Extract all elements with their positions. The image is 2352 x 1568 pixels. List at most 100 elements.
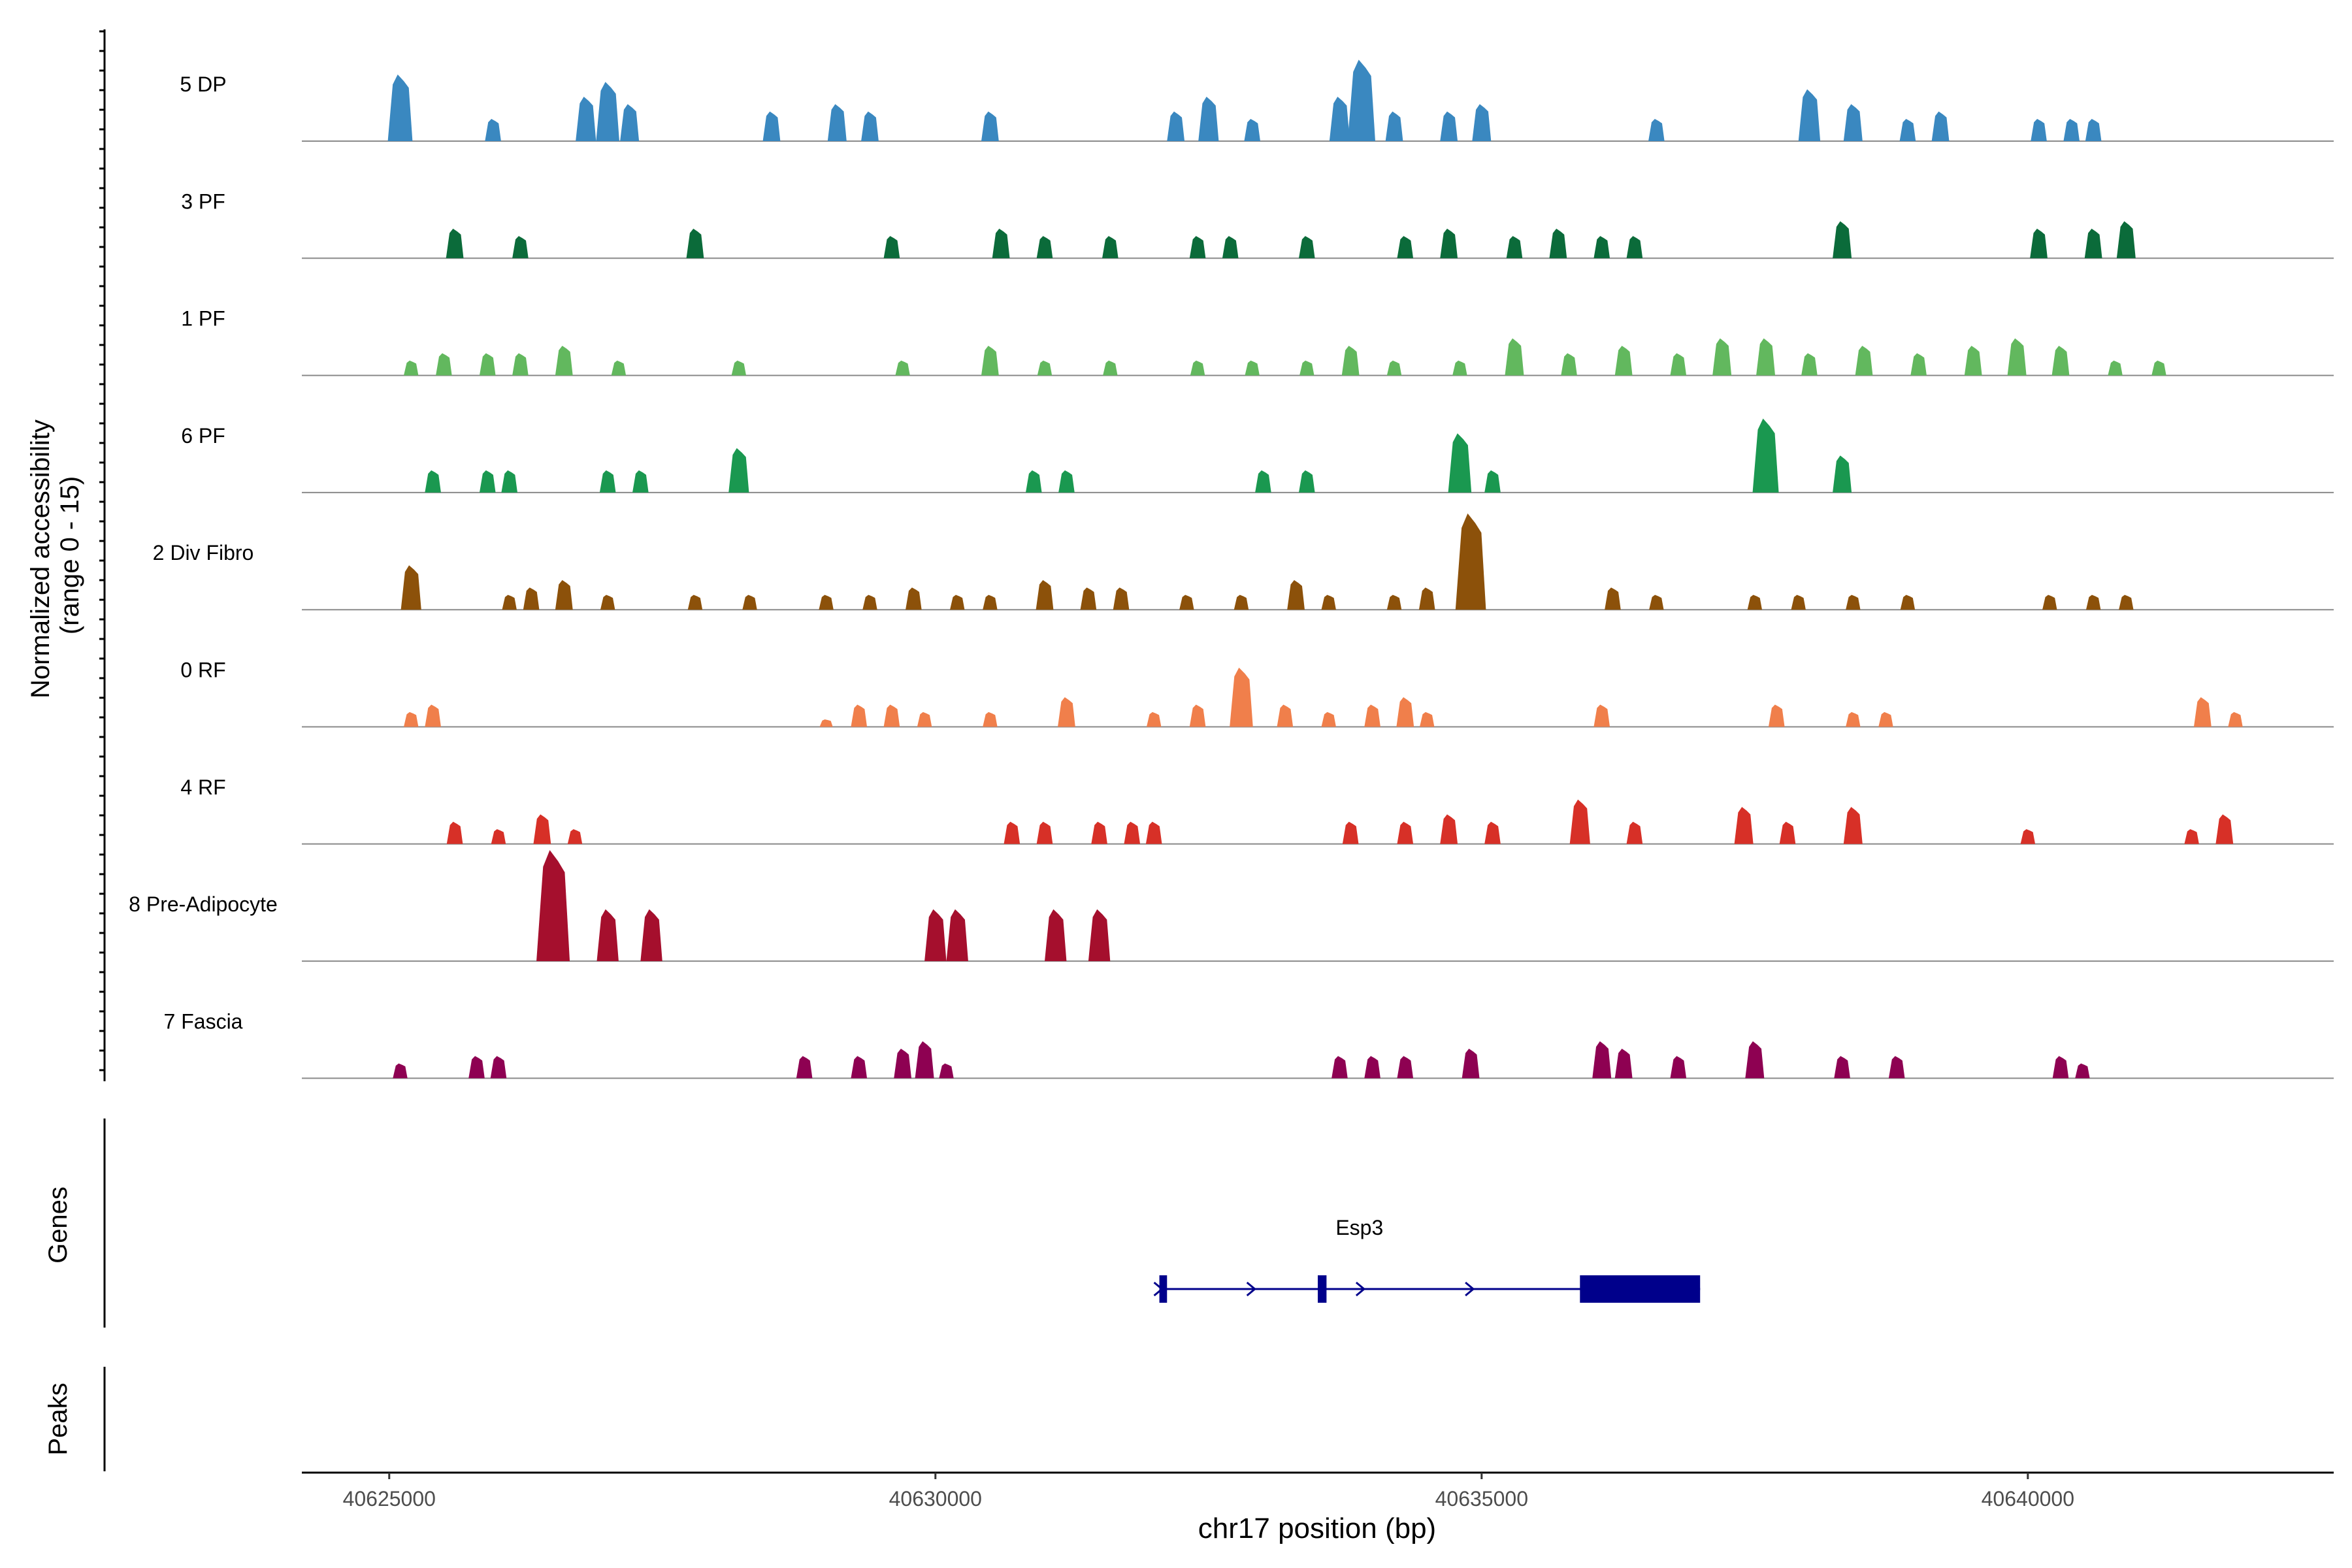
accessibility-peak: [742, 595, 757, 610]
accessibility-peak: [2085, 595, 2101, 610]
accessibility-peak: [1440, 228, 1458, 259]
accessibility-peak: [1341, 346, 1360, 376]
accessibility-peak: [1091, 821, 1107, 844]
y-axis-title-line2: (range 0 - 15): [56, 476, 84, 634]
accessibility-peak: [2084, 228, 2102, 259]
accessibility-peak: [1167, 111, 1185, 141]
accessibility-peak: [596, 82, 619, 141]
gene-label: Esp3: [1335, 1216, 1383, 1239]
accessibility-peak: [490, 1056, 507, 1079]
accessibility-peak: [1462, 1049, 1480, 1079]
track-label: 8 Pre-Adipocyte: [129, 892, 278, 916]
accessibility-peak: [1900, 595, 1916, 610]
accessibility-peak: [1846, 595, 1861, 610]
accessibility-peak: [555, 580, 573, 610]
accessibility-peak: [1833, 221, 1852, 259]
accessibility-peak: [576, 97, 596, 141]
accessibility-peak: [1833, 455, 1852, 493]
accessibility-peak: [1058, 697, 1075, 727]
accessibility-peak: [1846, 711, 1861, 727]
accessibility-peak: [2184, 829, 2199, 844]
accessibility-peak: [796, 1056, 813, 1079]
accessibility-peak: [687, 595, 703, 610]
track-label: 4 RF: [180, 776, 225, 799]
accessibility-peak: [1484, 470, 1501, 493]
accessibility-peak: [1593, 236, 1610, 259]
x-tick-label: 40625000: [343, 1487, 436, 1511]
x-axis-title: chr17 position (bp): [1198, 1512, 1436, 1544]
track-4-rf: 4 RF: [180, 776, 2334, 845]
accessibility-peak: [906, 587, 922, 610]
accessibility-peak: [1745, 1041, 1765, 1079]
accessibility-peak: [1931, 111, 1950, 141]
accessibility-peak: [1418, 587, 1435, 610]
accessibility-peak: [1088, 909, 1111, 962]
accessibility-peak: [1910, 353, 1927, 376]
accessibility-peak: [851, 1056, 868, 1079]
accessibility-peak: [2007, 338, 2027, 376]
accessibility-peak: [1397, 1056, 1414, 1079]
accessibility-peak: [1648, 119, 1665, 141]
track-7-fascia: 7 Fascia: [164, 1009, 2334, 1079]
accessibility-peak: [1102, 236, 1119, 259]
accessibility-peak: [1189, 236, 1206, 259]
gene-strand-arrow: [1153, 1281, 1164, 1297]
accessibility-peak: [1342, 821, 1359, 844]
genes-panel-title: Genes: [44, 1186, 73, 1264]
accessibility-peak: [1277, 704, 1294, 727]
accessibility-peak: [950, 595, 965, 610]
accessibility-peak: [894, 1049, 912, 1079]
accessibility-peak: [2085, 119, 2102, 141]
accessibility-peak: [1626, 821, 1643, 844]
accessibility-peak: [599, 470, 616, 493]
accessibility-peak: [1397, 236, 1414, 259]
accessibility-peak: [1037, 360, 1053, 376]
accessibility-peak: [1179, 595, 1194, 610]
accessibility-peak: [501, 470, 517, 493]
accessibility-peak: [485, 119, 501, 141]
accessibility-peak: [2193, 697, 2212, 727]
accessibility-peak: [1190, 360, 1205, 376]
accessibility-peak: [491, 829, 506, 844]
accessibility-peak: [992, 228, 1010, 259]
accessibility-peak: [2116, 221, 2136, 259]
gene-panel: Esp3: [1153, 1216, 1701, 1303]
accessibility-peak: [479, 353, 496, 376]
accessibility-peak: [1452, 360, 1467, 376]
track-label: 1 PF: [181, 307, 225, 331]
accessibility-peak: [1472, 104, 1492, 141]
accessibility-peak: [1386, 360, 1402, 376]
accessibility-peak: [611, 360, 627, 376]
accessibility-peak: [1801, 353, 1818, 376]
accessibility-peak: [1593, 704, 1610, 727]
accessibility-peak: [1649, 595, 1664, 610]
accessibility-peak: [1244, 119, 1260, 141]
accessibility-peak: [2151, 360, 2166, 376]
accessibility-peak: [1198, 97, 1219, 141]
accessibility-peak: [1364, 704, 1380, 727]
gene-strand-arrow: [1355, 1281, 1366, 1297]
accessibility-peak: [1734, 807, 1754, 844]
accessibility-peak: [1670, 353, 1687, 376]
accessibility-peak: [731, 360, 747, 376]
accessibility-peak: [1614, 1049, 1633, 1079]
accessibility-peak: [425, 704, 441, 727]
accessibility-peak: [1036, 236, 1053, 259]
track-label: 5 DP: [180, 73, 226, 96]
accessibility-peak: [425, 470, 441, 493]
accessibility-peak: [632, 470, 649, 493]
accessibility-peak: [1614, 346, 1633, 376]
accessibility-peak: [2020, 829, 2036, 844]
accessibility-peak: [1145, 821, 1162, 844]
track-label: 3 PF: [181, 189, 225, 213]
y-axis-title-line1: Normalized accessibility: [26, 419, 55, 698]
accessibility-peak: [1364, 1056, 1380, 1079]
accessibility-peak: [2063, 119, 2080, 141]
accessibility-peak: [404, 360, 419, 376]
accessibility-peak: [762, 111, 781, 141]
accessibility-peak: [1834, 1056, 1850, 1079]
accessibility-peak: [1440, 814, 1458, 844]
accessibility-peak: [512, 353, 529, 376]
accessibility-peak: [1888, 1056, 1905, 1079]
accessibility-peak: [1385, 111, 1403, 141]
